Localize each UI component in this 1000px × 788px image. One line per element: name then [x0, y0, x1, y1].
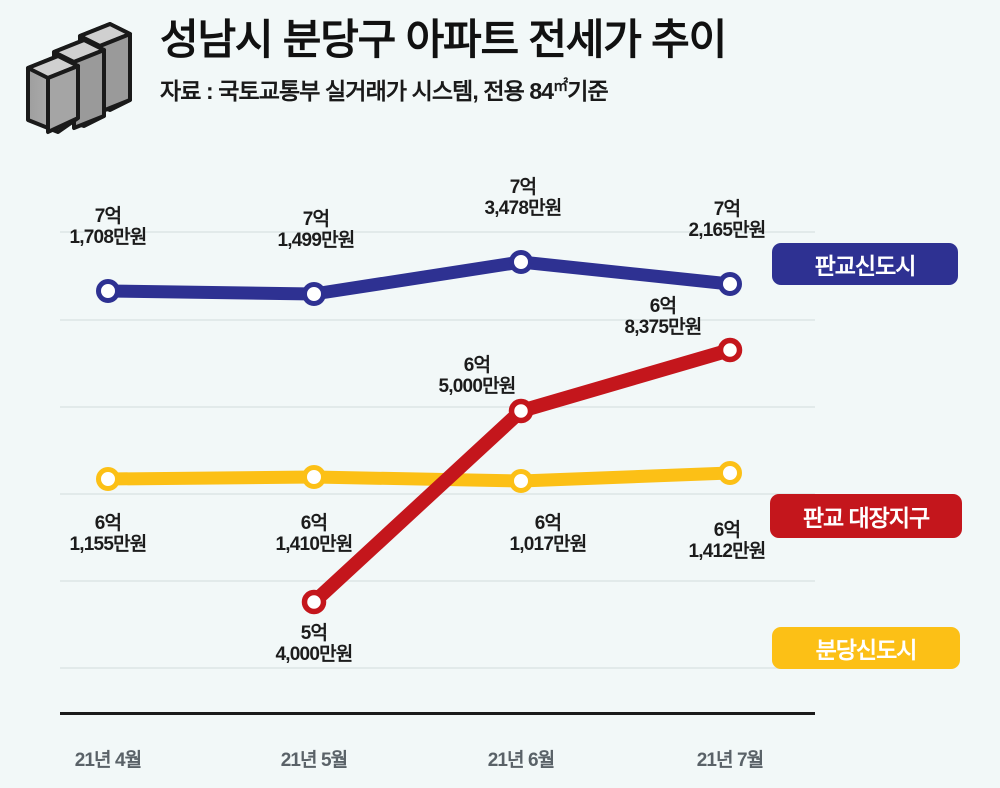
data-label-line2: 1,155만원 — [69, 534, 148, 556]
subtitle-suffix: 기준 — [567, 78, 608, 105]
data-label-line1: 6억 — [300, 513, 328, 534]
data-point-pangyo-0 — [96, 279, 120, 303]
data-label-line1: 6억 — [649, 296, 677, 317]
data-label-bundang-0: 6억 1,155만원 — [69, 513, 148, 556]
x-tick-1: 21년 5월 — [280, 750, 348, 771]
data-label-line1: 6억 — [713, 520, 741, 541]
data-label-bundang-2: 6억 1,017만원 — [509, 513, 588, 556]
data-label-line2: 5,000만원 — [438, 376, 517, 398]
data-label-pangyo-3: 7억 2,165만원 — [688, 199, 767, 242]
chart-area: 7억 1,708만원 7억 1,499만원 7억 3,478만원 7억 2,16… — [0, 150, 1000, 788]
legend-label: 판교 대장지구 — [802, 505, 930, 531]
data-label-pangyo-1: 7억 1,499만원 — [277, 209, 356, 252]
data-label-line2: 3,478만원 — [484, 198, 563, 220]
data-label-line2: 1,412만원 — [688, 541, 767, 563]
data-point-daejang-1 — [508, 398, 534, 424]
data-label-bundang-1: 6억 1,410만원 — [275, 513, 354, 556]
data-point-pangyo-1 — [302, 282, 326, 306]
data-point-bundang-3 — [718, 461, 742, 485]
source-subtitle: 자료 : 국토교통부 실거래가 시스템, 전용 84㎡기준 — [160, 72, 980, 106]
header: 성남시 분당구 아파트 전세가 추이 자료 : 국토교통부 실거래가 시스템, … — [0, 0, 1000, 150]
data-label-line1: 7억 — [713, 199, 741, 220]
legend-pangyo-newtown[interactable]: 판교신도시 — [772, 243, 958, 285]
series-line-pangyo — [101, 255, 737, 301]
data-label-line2: 4,000만원 — [275, 644, 354, 666]
series-line-bundang — [101, 466, 737, 488]
data-label-line1: 6억 — [463, 355, 491, 376]
legend-bundang-newtown[interactable]: 분당신도시 — [772, 627, 960, 669]
data-label-daejang-2: 6억 8,375만원 — [624, 296, 703, 339]
data-label-bundang-3: 6억 1,412만원 — [688, 520, 767, 563]
line-chart-plot — [60, 231, 815, 669]
data-point-daejang-0 — [301, 589, 327, 615]
markers-pangyo — [96, 250, 742, 306]
data-point-pangyo-2 — [509, 250, 533, 274]
data-label-pangyo-0: 7억 1,708만원 — [69, 206, 148, 249]
data-label-line2: 2,165만원 — [688, 220, 767, 242]
title-block: 성남시 분당구 아파트 전세가 추이 자료 : 국토교통부 실거래가 시스템, … — [160, 16, 980, 106]
subtitle-unit: ㎡ — [553, 77, 568, 95]
legend-pangyo-daejang[interactable]: 판교 대장지구 — [770, 494, 962, 538]
markers-bundang — [96, 461, 742, 493]
data-label-line2: 1,708만원 — [69, 227, 148, 249]
x-axis-line — [60, 712, 815, 715]
legend-label: 판교신도시 — [814, 253, 917, 279]
data-label-line1: 7억 — [509, 177, 537, 198]
data-point-daejang-2 — [717, 337, 743, 363]
page-title: 성남시 분당구 아파트 전세가 추이 — [160, 16, 727, 63]
data-label-line1: 5억 — [300, 623, 328, 644]
data-point-bundang-2 — [509, 469, 533, 493]
data-label-daejang-1: 6억 5,000만원 — [438, 355, 517, 398]
data-label-pangyo-2: 7억 3,478만원 — [484, 177, 563, 220]
legend-label: 분당신도시 — [815, 637, 918, 663]
x-tick-3: 21년 7월 — [696, 750, 764, 771]
data-label-line1: 6억 — [534, 513, 562, 534]
subtitle-prefix: 자료 : 국토교통부 실거래가 시스템, 전용 84 — [160, 78, 554, 105]
data-label-daejang-0: 5억 4,000만원 — [275, 623, 354, 666]
buildings-icon — [18, 14, 150, 140]
data-point-bundang-0 — [96, 467, 120, 491]
data-label-line1: 7억 — [302, 209, 330, 230]
markers-daejang — [301, 337, 743, 615]
data-label-line2: 1,410만원 — [275, 534, 354, 556]
data-point-bundang-1 — [302, 465, 326, 489]
data-label-line1: 6억 — [94, 513, 122, 534]
data-label-line2: 8,375만원 — [624, 317, 703, 339]
data-label-line2: 1,499만원 — [277, 230, 356, 252]
data-label-line1: 7억 — [94, 206, 122, 227]
x-tick-0: 21년 4월 — [74, 750, 142, 771]
data-point-pangyo-3 — [718, 272, 742, 296]
x-tick-2: 21년 6월 — [487, 750, 555, 771]
data-label-line2: 1,017만원 — [509, 534, 588, 556]
